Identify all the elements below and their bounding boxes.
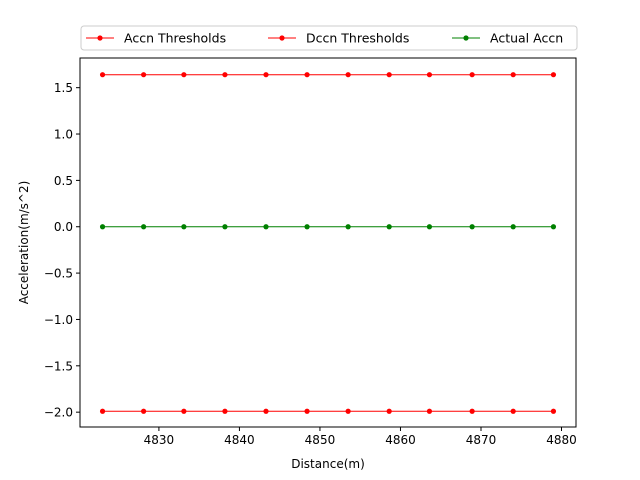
data-point-accn-thresholds [550, 72, 557, 78]
legend-swatch-marker [97, 35, 103, 41]
legend-entry-accn-thresholds: Accn Thresholds [86, 31, 226, 46]
data-point-actual-accn [99, 224, 106, 230]
legend-label: Accn Thresholds [124, 31, 226, 46]
y-tick-label: 0.0 [54, 220, 73, 234]
data-point-accn-thresholds [510, 72, 516, 78]
data-point-actual-accn [263, 224, 269, 230]
series-layer [99, 72, 557, 414]
x-tick-label: 4880 [546, 433, 577, 447]
data-point-dccn-thresholds [386, 408, 392, 414]
data-point-actual-accn [345, 224, 351, 230]
data-point-actual-accn [426, 224, 433, 230]
data-point-accn-thresholds [263, 72, 269, 78]
series-actual-accn [99, 224, 557, 230]
plot-frame [79, 57, 577, 428]
y-tick-label: 0.5 [54, 174, 73, 188]
data-point-actual-accn [222, 224, 228, 230]
data-point-dccn-thresholds [181, 408, 187, 414]
data-point-accn-thresholds [222, 72, 228, 78]
data-point-accn-thresholds [345, 72, 351, 78]
y-axis-title: Acceleration(m/s^2) [17, 181, 31, 305]
x-axis-title: Distance(m) [291, 457, 365, 471]
legend-entry-dccn-thresholds: Dccn Thresholds [268, 31, 409, 46]
data-point-dccn-thresholds [550, 408, 557, 414]
data-point-accn-thresholds [386, 72, 392, 78]
y-tick-label: −0.5 [44, 267, 73, 281]
data-point-actual-accn [386, 224, 392, 230]
legend: Accn Thresholds Dccn Thresholds Actual Acc… [80, 25, 578, 51]
x-tick-label: 4850 [305, 433, 336, 447]
legend-frame [80, 25, 578, 51]
data-point-actual-accn [181, 224, 187, 230]
series-dccn-thresholds [99, 408, 557, 414]
data-point-dccn-thresholds [141, 408, 147, 414]
data-point-accn-thresholds [99, 72, 106, 78]
data-point-dccn-thresholds [304, 408, 310, 414]
data-point-dccn-thresholds [345, 408, 351, 414]
x-tick-label: 4830 [144, 433, 175, 447]
legend-label: Dccn Thresholds [306, 31, 409, 46]
y-tick-label: 1.0 [54, 128, 73, 142]
legend-swatch-marker [463, 35, 469, 41]
data-point-accn-thresholds [469, 72, 475, 78]
x-tick-label: 4870 [466, 433, 497, 447]
data-point-accn-thresholds [181, 72, 187, 78]
y-tick-label: 1.5 [54, 81, 73, 95]
series-accn-thresholds [99, 72, 557, 78]
y-tick-label: −2.0 [44, 406, 73, 420]
data-point-accn-thresholds [141, 72, 147, 78]
data-point-dccn-thresholds [222, 408, 228, 414]
legend-label: Actual Accn [490, 31, 563, 46]
data-point-actual-accn [304, 224, 310, 230]
data-point-accn-thresholds [426, 72, 433, 78]
data-point-dccn-thresholds [99, 408, 106, 414]
data-point-actual-accn [469, 224, 475, 230]
data-point-actual-accn [141, 224, 147, 230]
y-tick-label: −1.5 [44, 359, 73, 373]
legend-swatch-marker [279, 35, 285, 41]
x-tick-label: 4840 [224, 433, 255, 447]
data-point-accn-thresholds [304, 72, 310, 78]
data-point-actual-accn [550, 224, 557, 230]
legend-entry-actual-accn: Actual Accn [452, 31, 563, 46]
data-point-dccn-thresholds [263, 408, 269, 414]
y-tick-label: −1.0 [44, 313, 73, 327]
data-point-dccn-thresholds [426, 408, 433, 414]
data-point-actual-accn [510, 224, 516, 230]
ticks-layer: 4830 4840 4850 4860 4870 4880 −2.0 −1.5 −1.0 −0.5… [44, 81, 577, 447]
data-point-dccn-thresholds [469, 408, 475, 414]
x-tick-label: 4860 [385, 433, 416, 447]
data-point-dccn-thresholds [510, 408, 516, 414]
